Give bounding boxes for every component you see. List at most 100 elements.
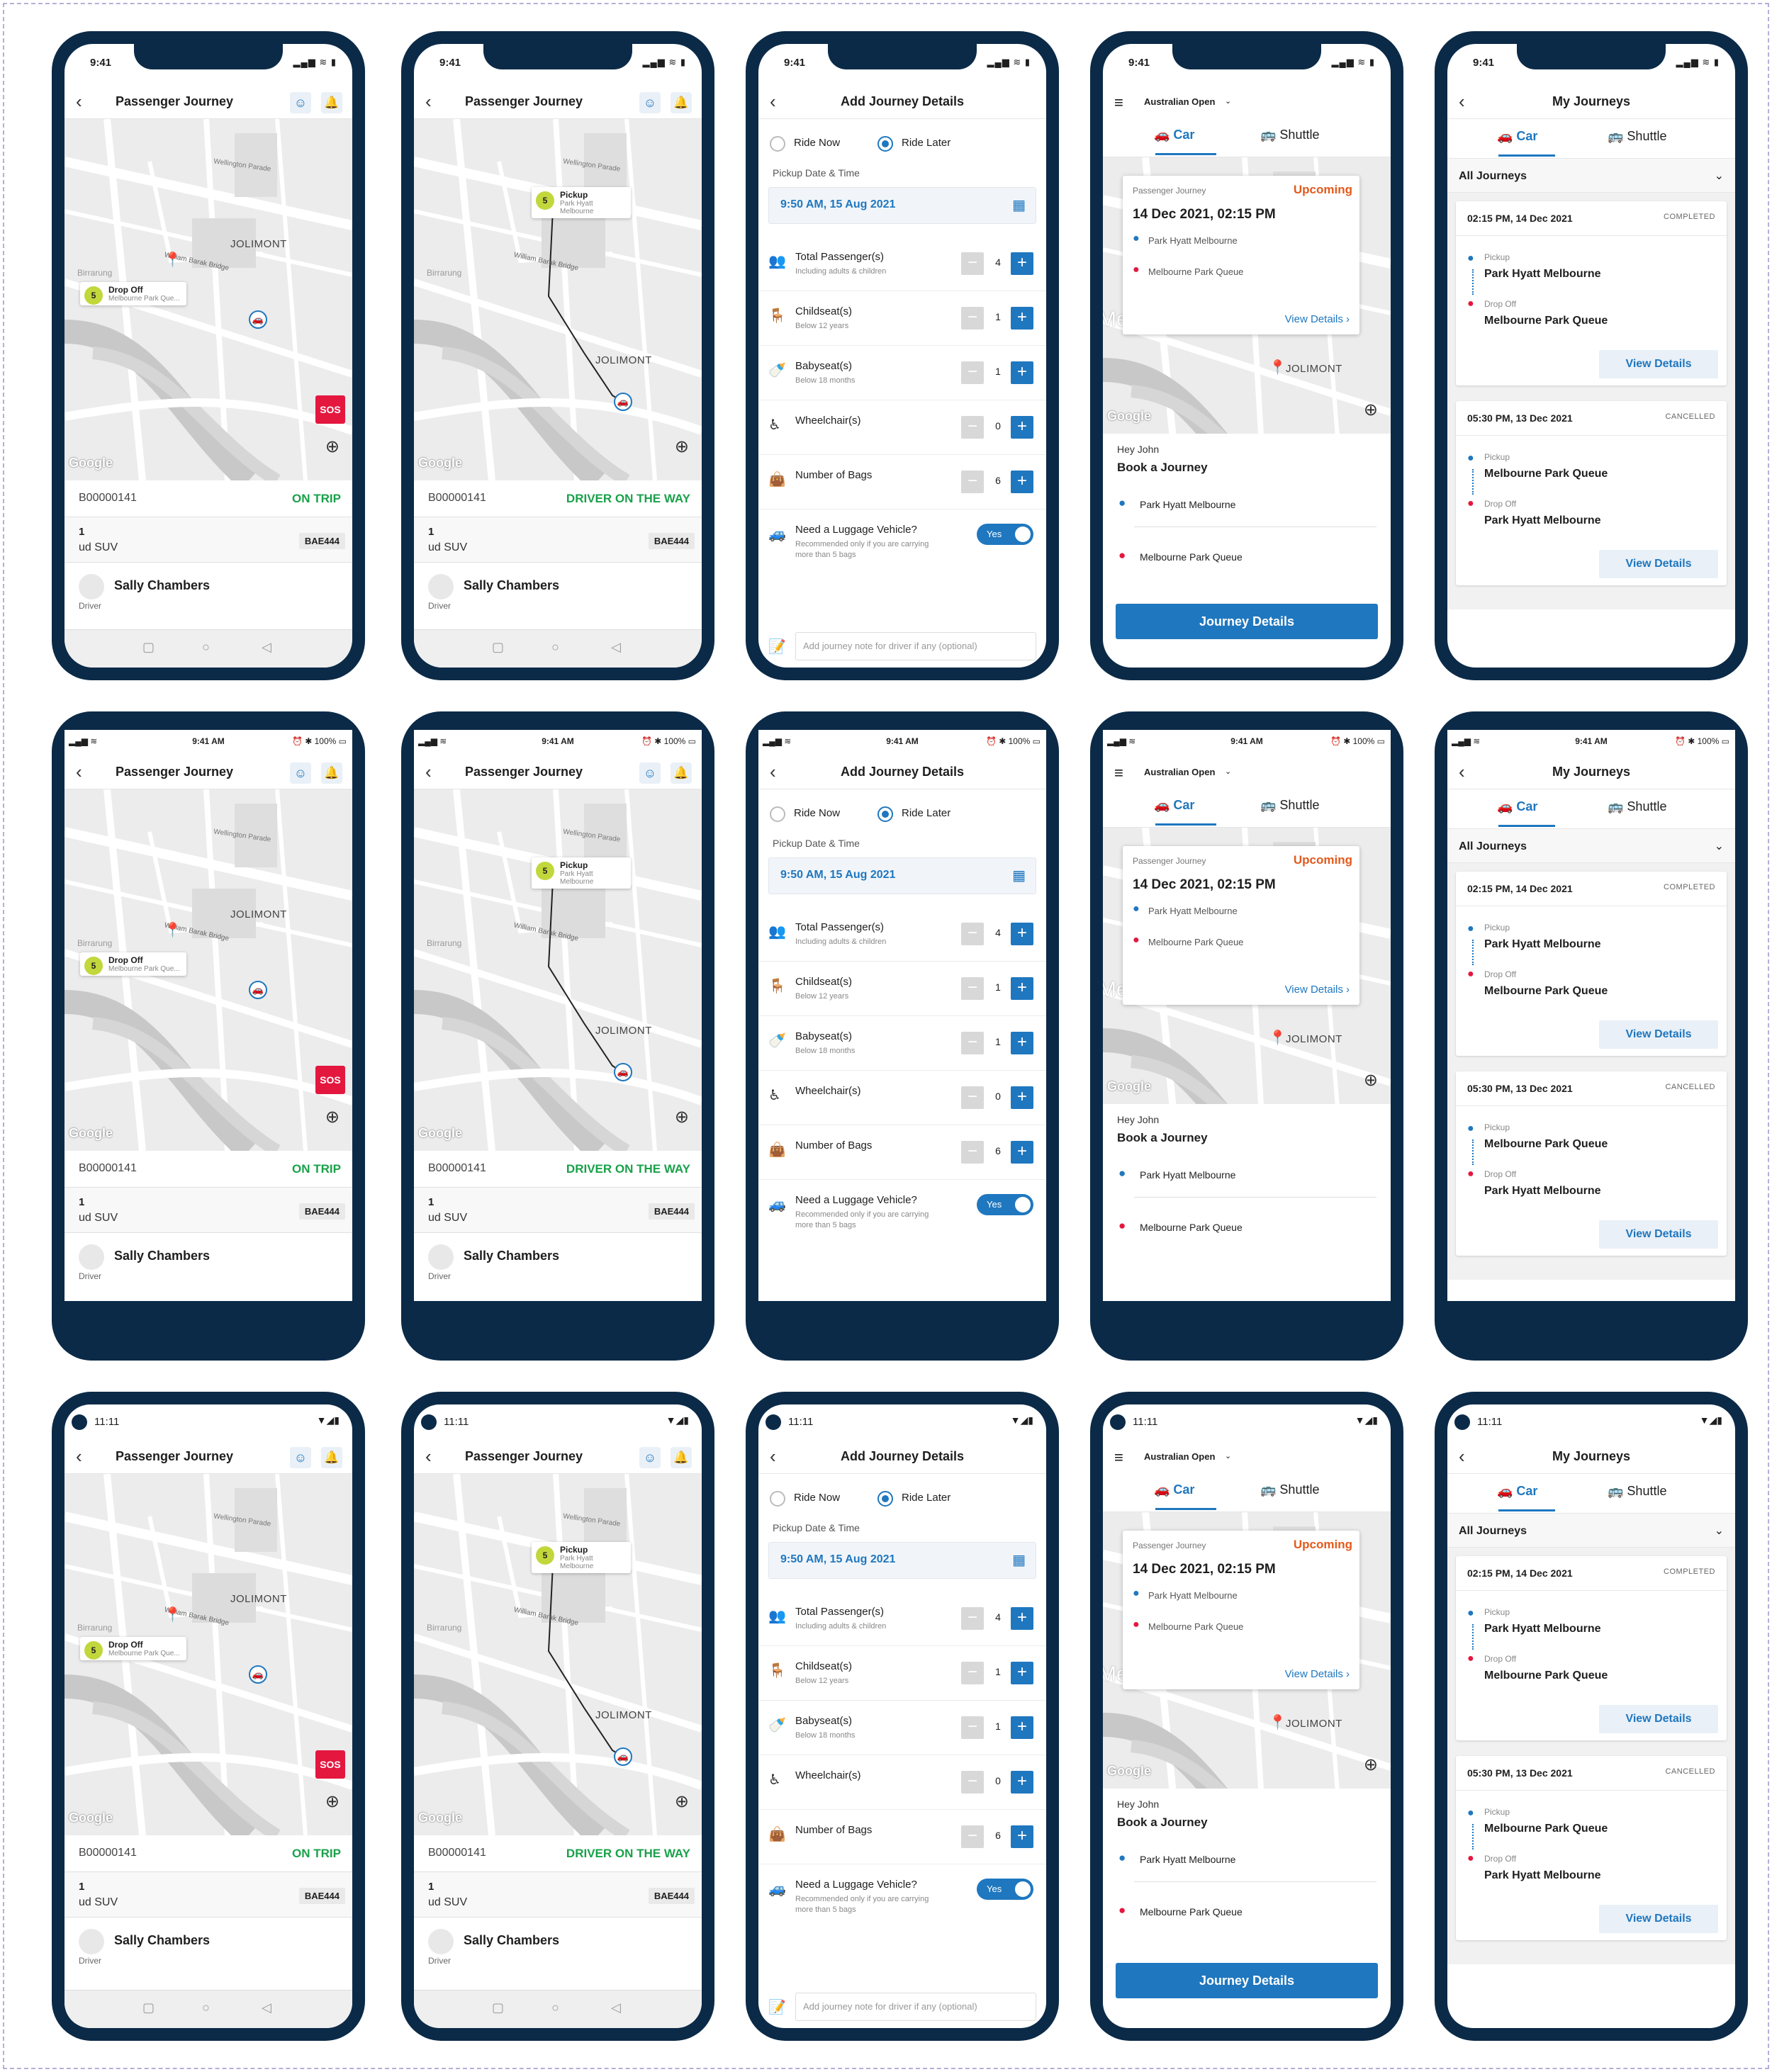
event-selector[interactable]: Australian Open	[1144, 96, 1216, 107]
increment-button[interactable]: +	[1011, 1607, 1033, 1630]
increment-button[interactable]: +	[1011, 1771, 1033, 1794]
map[interactable]: William Barak Bridge Wellington Parade B…	[65, 789, 352, 1151]
map[interactable]: William Barak Bridge Wellington Parade B…	[65, 119, 352, 480]
back-icon[interactable]: ◁	[262, 2000, 271, 2015]
recent-apps-icon[interactable]: ▢	[142, 2000, 155, 2015]
dropoff-card[interactable]: 5 Drop Off Melbourne Park Que...	[80, 282, 186, 305]
ride-now-radio[interactable]	[770, 1491, 785, 1507]
note-input[interactable]: Add journey note for driver if any (opti…	[795, 1993, 1036, 2021]
driver-icon[interactable]: ☺	[639, 762, 661, 784]
home-icon[interactable]: ○	[202, 2000, 210, 2015]
journey-card[interactable]: 02:15 PM, 14 Dec 2021 COMPLETED ● Pickup…	[1456, 1556, 1727, 1740]
back-arrow-icon[interactable]: ‹	[425, 91, 432, 112]
journey-card[interactable]: 05:30 PM, 13 Dec 2021 CANCELLED ● Pickup…	[1456, 401, 1727, 585]
to-location[interactable]: ● Melbourne Park Queue	[1118, 537, 1376, 580]
decrement-button[interactable]: −	[961, 977, 984, 1000]
view-details-button[interactable]: View Details	[1599, 1905, 1718, 1933]
from-location[interactable]: ● Park Hyatt Melbourne	[1118, 1840, 1376, 1882]
sos-button[interactable]: SOS	[315, 395, 345, 424]
driver-icon[interactable]: ☺	[290, 1447, 311, 1468]
driver-icon[interactable]: ☺	[290, 762, 311, 784]
locate-icon[interactable]: ⊕	[1363, 400, 1378, 420]
driver-row[interactable]: Sally Chambers Driver	[65, 1233, 352, 1281]
decrement-button[interactable]: −	[961, 307, 984, 330]
decrement-button[interactable]: −	[961, 252, 984, 275]
increment-button[interactable]: +	[1011, 471, 1033, 493]
map[interactable]: William Barak Bridge Wellington Parade B…	[414, 1474, 702, 1835]
from-location[interactable]: ● Park Hyatt Melbourne	[1118, 1155, 1376, 1198]
journey-details-button[interactable]: Journey Details	[1116, 604, 1378, 639]
journey-card[interactable]: 02:15 PM, 14 Dec 2021 COMPLETED ● Pickup…	[1456, 872, 1727, 1056]
pickup-card[interactable]: 5 Pickup Park Hyatt Melbourne	[532, 857, 631, 889]
menu-icon[interactable]: ≡	[1114, 94, 1123, 111]
pickup-card[interactable]: 5 Pickup Park Hyatt Melbourne	[532, 187, 631, 218]
home-icon[interactable]: ○	[202, 640, 210, 654]
decrement-button[interactable]: −	[961, 1086, 984, 1109]
view-details-button[interactable]: View Details	[1599, 550, 1718, 578]
tab-car[interactable]: 🚗 Car	[1497, 799, 1537, 814]
event-selector[interactable]: Australian Open	[1144, 1451, 1216, 1462]
bell-icon[interactable]: 🔔	[321, 762, 342, 784]
map[interactable]: William Barak Bridge Wellington Parade B…	[414, 789, 702, 1151]
tab-shuttle[interactable]: 🚌 Shuttle	[1260, 128, 1319, 142]
tab-shuttle[interactable]: 🚌 Shuttle	[1608, 799, 1666, 814]
ride-later-radio[interactable]	[877, 806, 893, 822]
chevron-down-icon[interactable]: ⌄	[1225, 767, 1232, 776]
bell-icon[interactable]: 🔔	[671, 1447, 692, 1468]
decrement-button[interactable]: −	[961, 1662, 984, 1684]
bell-icon[interactable]: 🔔	[321, 92, 342, 113]
menu-icon[interactable]: ≡	[1114, 764, 1123, 782]
back-arrow-icon[interactable]: ‹	[770, 761, 776, 782]
bell-icon[interactable]: 🔔	[671, 762, 692, 784]
tab-car[interactable]: 🚗 Car	[1154, 1482, 1194, 1497]
locate-icon[interactable]: ⊕	[674, 1108, 689, 1127]
locate-icon[interactable]: ⊕	[674, 1792, 689, 1811]
locate-icon[interactable]: ⊕	[325, 437, 340, 456]
decrement-button[interactable]: −	[961, 1716, 984, 1739]
journey-filter[interactable]: All Journeys ⌄	[1447, 1514, 1735, 1548]
recent-apps-icon[interactable]: ▢	[142, 640, 155, 654]
upcoming-journey-card[interactable]: Passenger Journey Upcoming 14 Dec 2021, …	[1123, 176, 1359, 334]
increment-button[interactable]: +	[1011, 307, 1033, 330]
back-arrow-icon[interactable]: ‹	[1459, 761, 1465, 782]
tab-car[interactable]: 🚗 Car	[1497, 1484, 1537, 1499]
view-details-link[interactable]: View Details ›	[1284, 984, 1350, 996]
bell-icon[interactable]: 🔔	[321, 1447, 342, 1468]
from-location[interactable]: ● Park Hyatt Melbourne	[1118, 485, 1376, 527]
increment-button[interactable]: +	[1011, 416, 1033, 439]
back-arrow-icon[interactable]: ‹	[425, 761, 432, 782]
back-icon[interactable]: ◁	[611, 640, 621, 654]
increment-button[interactable]: +	[1011, 1716, 1033, 1739]
ride-later-radio[interactable]	[877, 1491, 893, 1507]
dropoff-card[interactable]: 5 Drop Off Melbourne Park Que...	[80, 1637, 186, 1660]
tab-shuttle[interactable]: 🚌 Shuttle	[1260, 798, 1319, 813]
bell-icon[interactable]: 🔔	[671, 92, 692, 113]
calendar-icon[interactable]: ▦	[1012, 1553, 1026, 1568]
decrement-button[interactable]: −	[961, 1032, 984, 1054]
map[interactable]: Melbourne JOLIMONT 📍 ⊕ Google Passenger …	[1103, 828, 1391, 1104]
increment-button[interactable]: +	[1011, 1086, 1033, 1109]
recent-apps-icon[interactable]: ▢	[492, 640, 505, 654]
decrement-button[interactable]: −	[961, 1825, 984, 1848]
luggage-toggle[interactable]: Yes	[977, 1879, 1033, 1900]
upcoming-journey-card[interactable]: Passenger Journey Upcoming 14 Dec 2021, …	[1123, 1531, 1359, 1689]
back-arrow-icon[interactable]: ‹	[76, 1446, 82, 1467]
back-arrow-icon[interactable]: ‹	[1459, 1446, 1465, 1467]
ride-later-radio[interactable]	[877, 136, 893, 152]
view-details-link[interactable]: View Details ›	[1284, 1668, 1350, 1680]
luggage-toggle[interactable]: Yes	[977, 1194, 1033, 1215]
ride-now-radio[interactable]	[770, 136, 785, 152]
map[interactable]: Melbourne JOLIMONT 📍 ⊕ Google Passenger …	[1103, 1512, 1391, 1789]
decrement-button[interactable]: −	[961, 361, 984, 384]
increment-button[interactable]: +	[1011, 252, 1033, 275]
sos-button[interactable]: SOS	[315, 1750, 345, 1779]
dropoff-card[interactable]: 5 Drop Off Melbourne Park Que...	[80, 952, 186, 976]
locate-icon[interactable]: ⊕	[1363, 1071, 1378, 1090]
driver-row[interactable]: Sally Chambers Driver	[65, 563, 352, 611]
tab-shuttle[interactable]: 🚌 Shuttle	[1608, 1484, 1666, 1499]
driver-row[interactable]: Sally Chambers Driver	[414, 563, 702, 611]
home-icon[interactable]: ○	[551, 640, 559, 654]
pickup-datetime-field[interactable]: 9:50 AM, 15 Aug 2021 ▦	[768, 857, 1036, 894]
tab-shuttle[interactable]: 🚌 Shuttle	[1260, 1482, 1319, 1497]
pickup-card[interactable]: 5 Pickup Park Hyatt Melbourne	[532, 1542, 631, 1573]
